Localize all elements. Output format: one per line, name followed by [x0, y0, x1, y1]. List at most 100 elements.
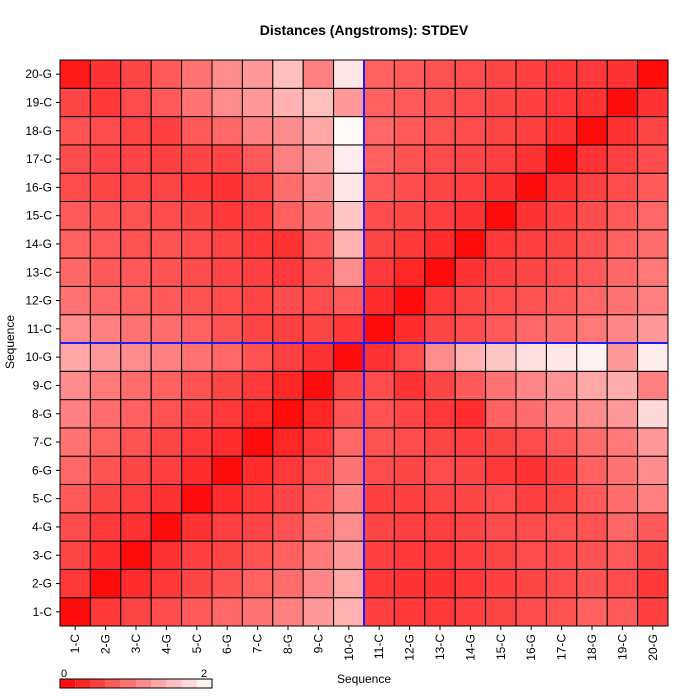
heatmap-cell-16-G-18-G [515, 116, 547, 146]
heatmap-cell-14-G-1-C [454, 597, 487, 627]
heatmap-cell-4-G-3-C [150, 540, 183, 570]
heatmap-cell-10-G-9-C [333, 370, 365, 401]
heatmap-cell-17-C-9-C [545, 370, 578, 401]
heatmap-cell-9-C-11-C [302, 314, 335, 344]
heatmap-cell-9-C-17-C [302, 144, 335, 174]
heatmap-cell-19-C-19-C [606, 87, 639, 118]
heatmap-cell-8-G-3-C [272, 540, 304, 570]
heatmap-cell-4-G-14-G [150, 229, 183, 259]
heatmap-cell-8-G-8-G [272, 399, 304, 429]
heatmap-cell-16-G-13-C [515, 257, 547, 287]
y-tick-label: 9-C [33, 378, 53, 392]
heatmap-cell-19-C-1-C [606, 597, 639, 627]
heatmap-cell-11-C-9-C [363, 370, 395, 401]
x-tick-labels: 1-C 2-G 3-C 4-G 5-C 6-G 7-C 8-G 9-C 10-G 11-C 12-G 1… [68, 626, 660, 661]
heatmap-cell-17-C-13-C [545, 257, 578, 287]
heatmap-cell-18-G-17-C [576, 144, 608, 174]
heatmap-cell-9-C-6-G [302, 455, 335, 486]
heatmap-cell-16-G-19-C [515, 87, 547, 118]
legend-swatch [136, 679, 152, 688]
y-tick-label: 7-C [33, 435, 53, 449]
heatmap-cell-15-C-19-C [485, 87, 517, 118]
heatmap-cell-17-C-17-C [545, 144, 578, 174]
heatmap-cell-1-C-20-G [59, 59, 91, 89]
heatmap-cell-8-G-4-G [272, 512, 304, 542]
heatmap-cell-4-G-7-C [150, 427, 183, 457]
heatmap-cell-10-G-2-G [333, 568, 365, 599]
heatmap-cell-18-G-14-G [576, 229, 608, 259]
y-tick-label: 8-G [32, 407, 52, 421]
heatmap-cell-18-G-6-G [576, 455, 608, 486]
heatmap-cell-4-G-17-C [150, 144, 183, 174]
heatmap-cell-12-G-15-C [393, 201, 426, 231]
heatmap-cell-12-G-8-G [393, 399, 426, 429]
legend-swatch [120, 679, 136, 688]
heatmap-cell-1-C-5-C [59, 484, 91, 514]
heatmap-cell-9-C-20-G [302, 59, 335, 89]
heatmap-cell-5-C-7-C [181, 427, 213, 457]
heatmap-cell-12-G-18-G [393, 116, 426, 146]
heatmap-cell-2-G-17-C [89, 144, 122, 174]
heatmap-cell-18-G-18-G [576, 116, 608, 146]
legend-swatch [181, 679, 197, 688]
x-tick-label: 11-C [372, 634, 386, 659]
heatmap-cell-6-G-14-G [211, 229, 243, 259]
heatmap-cell-19-C-8-G [606, 399, 639, 429]
legend-swatch [75, 679, 91, 688]
heatmap-cell-18-G-2-G [576, 568, 608, 599]
heatmap-cell-20-G-6-G [637, 455, 669, 486]
heatmap-cell-14-G-14-G [454, 229, 487, 259]
heatmap-cell-6-G-1-C [211, 597, 243, 627]
heatmap-cell-7-C-10-G [241, 342, 274, 372]
heatmap-cell-1-C-7-C [59, 427, 91, 457]
heatmap-cell-12-G-17-C [393, 144, 426, 174]
heatmap-cell-9-C-10-G [302, 342, 335, 372]
heatmap-cell-2-G-3-C [89, 540, 122, 570]
heatmap-cell-18-G-13-C [576, 257, 608, 287]
heatmap-cell-16-G-16-G [515, 172, 547, 202]
heatmap-cell-15-C-14-G [485, 229, 517, 259]
heatmap-cell-17-C-2-G [545, 568, 578, 599]
heatmap-cell-14-G-3-C [454, 540, 487, 570]
heatmap-cell-10-G-8-G [333, 399, 365, 429]
heatmap-cell-18-G-20-G [576, 59, 608, 89]
heatmap-cell-6-G-12-G [211, 285, 243, 316]
heatmap-cell-13-C-6-G [424, 455, 456, 486]
heatmap-cell-11-C-2-G [363, 568, 395, 599]
heatmap-cell-1-C-11-C [59, 314, 91, 344]
heatmap-cell-15-C-10-G [485, 342, 517, 372]
heatmap-cell-16-G-15-C [515, 201, 547, 231]
heatmap-cell-17-C-5-C [545, 484, 578, 514]
heatmap-cell-19-C-10-G [606, 342, 639, 372]
heatmap-cell-13-C-15-C [424, 201, 456, 231]
heatmap-cell-6-G-11-C [211, 314, 243, 344]
heatmap-cell-2-G-2-G [89, 568, 122, 599]
heatmap-cell-17-C-20-G [545, 59, 578, 89]
heatmap-cell-18-G-19-C [576, 87, 608, 118]
heatmap-cell-18-G-4-G [576, 512, 608, 542]
heatmap-cell-20-G-11-C [637, 314, 669, 344]
heatmap-cell-15-C-1-C [485, 597, 517, 627]
heatmap-cell-14-G-2-G [454, 568, 487, 599]
heatmap-cell-11-C-16-G [363, 172, 395, 202]
heatmap-cell-19-C-7-C [606, 427, 639, 457]
heatmap-cell-4-G-8-G [150, 399, 183, 429]
heatmap-cell-7-C-7-C [241, 427, 274, 457]
heatmap-cell-11-C-4-G [363, 512, 395, 542]
y-tick-label: 12-G [25, 294, 52, 308]
heatmap-cell-16-G-5-C [515, 484, 547, 514]
heatmap-cell-17-C-7-C [545, 427, 578, 457]
heatmap-cell-6-G-16-G [211, 172, 243, 202]
y-tick-label: 1-C [33, 605, 53, 619]
heatmap-cell-5-C-10-G [181, 342, 213, 372]
heatmap-cell-7-C-11-C [241, 314, 274, 344]
heatmap-cell-1-C-2-G [59, 568, 91, 599]
x-tick-label: 20-G [646, 634, 660, 661]
color-legend: 0 2 [59, 668, 213, 689]
heatmap-cell-2-G-18-G [89, 116, 122, 146]
heatmap-cell-14-G-4-G [454, 512, 487, 542]
heatmap-cell-10-G-17-C [333, 144, 365, 174]
legend-swatch [166, 679, 182, 688]
heatmap-cell-6-G-17-C [211, 144, 243, 174]
heatmap-cell-15-C-15-C [485, 201, 517, 231]
